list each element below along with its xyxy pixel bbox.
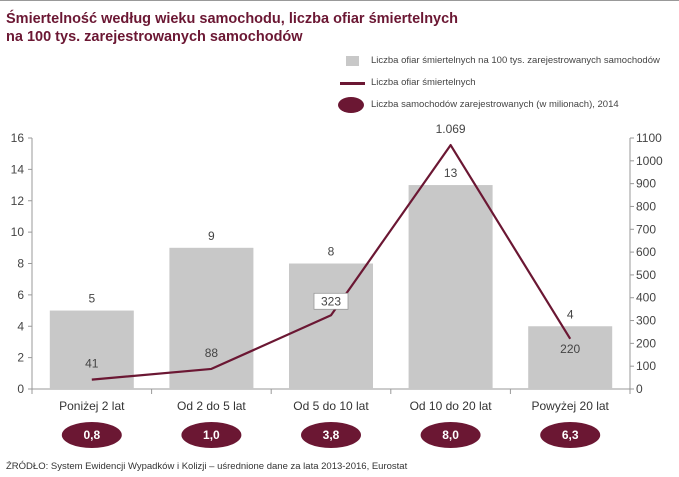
line-value-label: 41 xyxy=(85,357,99,371)
line-value-label: 323 xyxy=(321,294,341,308)
y-right-tick-label: 900 xyxy=(636,177,656,191)
y-left-tick-label: 8 xyxy=(17,257,24,271)
y-left-tick-label: 14 xyxy=(11,162,25,176)
line-value-label: 1.069 xyxy=(436,122,466,136)
y-right-tick-label: 600 xyxy=(636,245,656,259)
legend-line-swatch xyxy=(340,82,365,85)
legend-bar-swatch xyxy=(346,56,359,66)
y-left-tick-label: 0 xyxy=(17,382,24,396)
y-right-tick-label: 1000 xyxy=(636,154,663,168)
y-right-tick-label: 500 xyxy=(636,268,656,282)
x-category-label: Poniżej 2 lat xyxy=(59,399,125,413)
y-right-tick-label: 300 xyxy=(636,314,656,328)
y-left-tick-label: 12 xyxy=(11,194,25,208)
top-rule xyxy=(0,0,679,1)
y-right-tick-label: 400 xyxy=(636,291,656,305)
y-right-tick-label: 700 xyxy=(636,222,656,236)
y-right-tick-label: 0 xyxy=(636,382,643,396)
legend-bar-label: Liczba ofiar śmiertelnych na 100 tys. za… xyxy=(371,55,660,66)
y-left-tick-label: 6 xyxy=(17,288,24,302)
source-note: ŹRÓDŁO: System Ewidencji Wypadków i Koli… xyxy=(6,461,408,472)
y-right-tick-label: 100 xyxy=(636,359,656,373)
bar xyxy=(528,326,613,389)
line-value-box xyxy=(313,292,349,310)
x-category-label: Od 5 do 10 lat xyxy=(293,399,369,413)
y-left-tick-label: 10 xyxy=(11,225,25,239)
bar xyxy=(408,185,493,389)
bar-value-label: 8 xyxy=(328,245,335,259)
registered-cars-value: 8,0 xyxy=(442,428,459,442)
y-left-tick-label: 16 xyxy=(11,131,25,145)
registered-cars-ellipse xyxy=(61,422,122,448)
registered-cars-value: 6,3 xyxy=(562,428,579,442)
x-category-label: Od 10 do 20 lat xyxy=(410,399,493,413)
registered-cars-ellipse xyxy=(181,422,242,448)
y-left-tick-label: 4 xyxy=(17,319,24,333)
y-right-tick-label: 200 xyxy=(636,336,656,350)
registered-cars-ellipse xyxy=(420,422,481,448)
bar-value-label: 9 xyxy=(208,229,215,243)
chart-title-line-1: Śmiertelność według wieku samochodu, lic… xyxy=(6,11,459,27)
legend-ellipse-swatch xyxy=(338,97,364,113)
y-right-tick-label: 800 xyxy=(636,199,656,213)
bar xyxy=(289,263,373,389)
line-value-label: 88 xyxy=(205,346,219,360)
x-category-label: Powyżej 20 lat xyxy=(532,399,610,413)
bar xyxy=(169,247,254,389)
y-left-tick-label: 2 xyxy=(17,351,24,365)
legend-line-label: Liczba ofiar śmiertelnych xyxy=(371,77,476,88)
legend-ellipse-label: Liczba samochodów zarejestrowanych (w mi… xyxy=(371,99,619,110)
bar-value-label: 4 xyxy=(567,307,574,321)
x-category-label: Od 2 do 5 lat xyxy=(177,399,246,413)
registered-cars-value: 0,8 xyxy=(83,428,100,442)
line-value-label: 220 xyxy=(560,342,580,356)
chart-title: Śmiertelność według wieku samochodu, lic… xyxy=(6,10,458,46)
y-right-tick-label: 1100 xyxy=(636,131,662,145)
chart-title-line-2: na 100 tys. zarejestrowanych samochodów xyxy=(6,29,303,45)
registered-cars-ellipse xyxy=(540,422,601,448)
registered-cars-value: 3,8 xyxy=(323,428,340,442)
bar xyxy=(49,310,134,389)
series-line xyxy=(91,143,572,381)
bar-value-label: 5 xyxy=(88,292,95,306)
registered-cars-ellipse xyxy=(301,422,361,448)
registered-cars-value: 1,0 xyxy=(203,428,220,442)
bar-value-label: 13 xyxy=(444,166,458,180)
